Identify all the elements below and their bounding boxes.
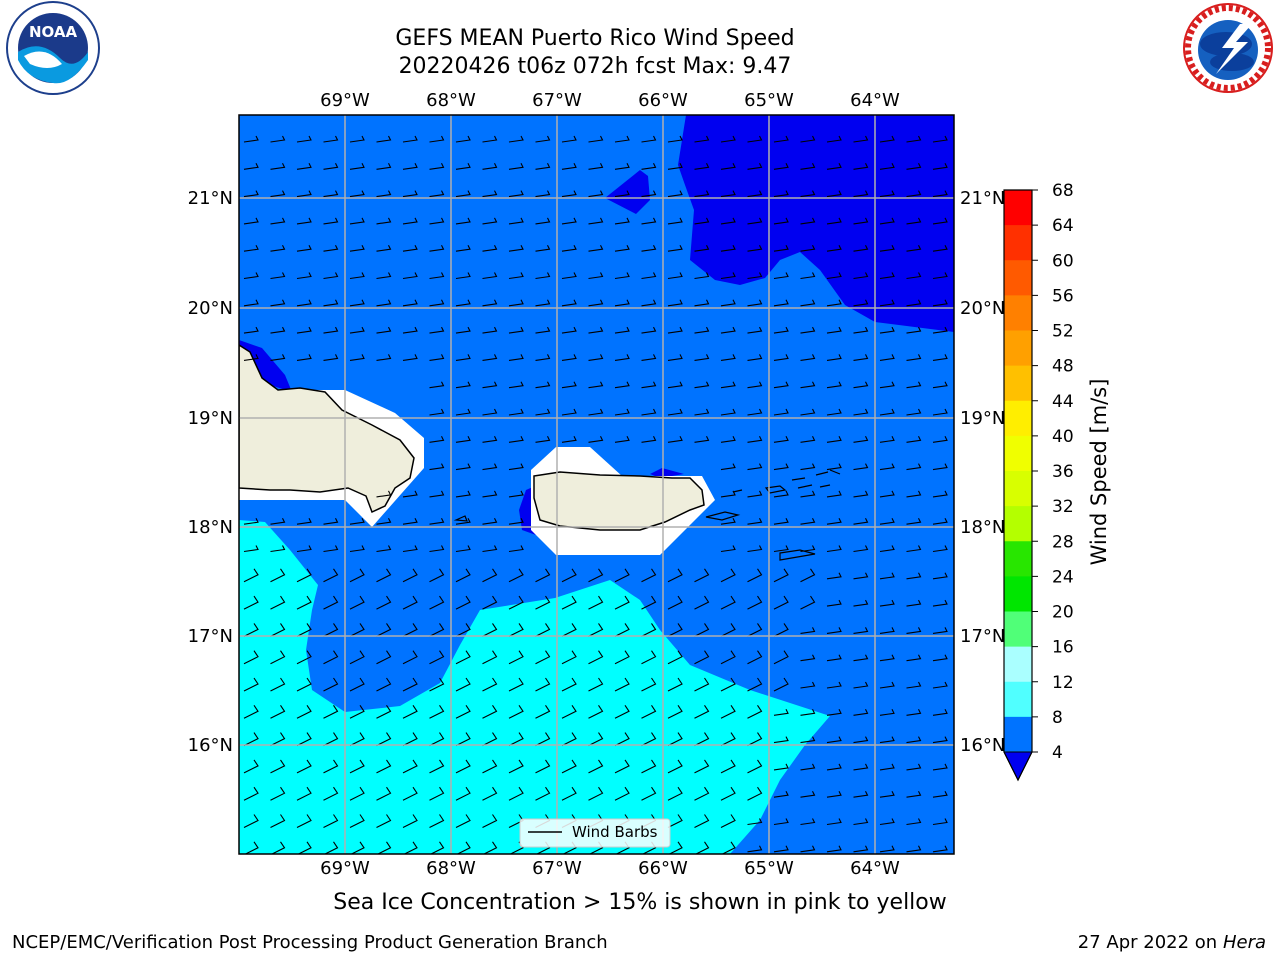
map-subtitle: 20220426 t06z 072h fcst Max: 9.47 [398,54,792,79]
footer-date: 27 Apr 2022 on Hera [1078,932,1266,953]
lon-label: 64°W [850,858,900,879]
lat-labels-right: 21°N 20°N 19°N 18°N 17°N 16°N [960,188,1005,756]
footer-date-text: 27 Apr 2022 on [1077,932,1223,953]
colorbar-band [1004,541,1032,577]
colorbar-band [1004,506,1032,542]
lat-label: 17°N [188,626,233,647]
colorbar-band [1004,716,1032,752]
colorbar-band [1004,365,1032,402]
lat-label: 16°N [188,735,233,756]
noaa-logo: NOAA [6,1,100,95]
colorbar-band [1004,576,1032,612]
colorbar-tick-label: 36 [1052,462,1074,482]
lat-labels-left: 21°N 20°N 19°N 18°N 17°N 16°N [188,188,233,756]
noaa-logo-text: NOAA [29,23,78,41]
lat-label: 20°N [188,298,233,319]
colorbar-extend-triangle [1003,751,1033,782]
lat-label: 18°N [960,517,1005,538]
lon-label: 65°W [744,858,794,879]
map-title: GEFS MEAN Puerto Rico Wind Speed [395,26,795,51]
lon-label: 68°W [426,858,476,879]
sea-ice-caption: Sea Ice Concentration > 15% is shown in … [333,890,947,915]
colorbar-band [1004,435,1032,472]
colorbar-tick-label: 68 [1052,181,1074,201]
lon-label: 67°W [532,858,582,879]
lon-label: 69°W [320,858,370,879]
footer-host: Hera [1222,932,1266,953]
lat-label: 17°N [960,626,1005,647]
lon-label: 66°W [638,90,688,111]
map-legend: Wind Barbs [519,818,671,848]
lon-label: 64°W [850,90,900,111]
lat-label: 21°N [960,188,1005,209]
lon-labels-bottom: 69°W 68°W 67°W 66°W 65°W 64°W [320,858,900,879]
lat-label: 20°N [960,298,1005,319]
colorbar-band [1004,330,1032,367]
lon-labels-top: 69°W 68°W 67°W 66°W 65°W 64°W [320,90,900,111]
colorbar-band [1004,681,1032,718]
land-virgin-islands [453,469,841,561]
map-plot-area: Wind Barbs [239,115,954,854]
lon-label: 66°W [638,858,688,879]
colorbar: 68 64 60 56 52 48 44 40 36 32 28 24 20 16 12 8 4 [1003,181,1074,782]
wind-barb-set [243,135,948,854]
lon-label: 67°W [532,90,582,111]
land-hispaniola [239,344,415,514]
lat-label: 19°N [188,408,233,429]
colorbar-tick-label: 12 [1052,673,1074,693]
colorbar-band [1004,225,1032,261]
colorbar-tick-label: 60 [1052,251,1074,271]
footer-credit: NCEP/EMC/Verification Post Processing Pr… [12,932,608,953]
legend-label: Wind Barbs [572,823,658,841]
lon-label: 68°W [426,90,476,111]
colorbar-tick-label: 8 [1052,708,1063,728]
colorbar-tick-label: 56 [1052,286,1074,306]
lat-label: 19°N [960,408,1005,429]
colorbar-tick-label: 48 [1052,357,1074,377]
colorbar-tick-label: 4 [1052,743,1063,763]
colorbar-band [1004,646,1032,683]
colorbar-tick-label: 64 [1052,216,1074,236]
colorbar-band [1004,295,1032,331]
colorbar-band [1004,260,1032,296]
wind-field-0-4-pr-north [650,468,684,478]
colorbar-band [1004,400,1032,437]
colorbar-tick-label: 52 [1052,322,1074,342]
colorbar-band [1004,190,1032,226]
lat-label: 21°N [188,188,233,209]
map-frame [238,114,955,855]
colorbar-tick-label: 28 [1052,532,1074,552]
colorbar-tick-label: 20 [1052,603,1074,623]
lon-label: 65°W [744,90,794,111]
colorbar-tick-label: 44 [1052,392,1074,412]
lat-label: 16°N [960,735,1005,756]
colorbar-tick-label: 40 [1052,427,1074,447]
graticule [239,115,954,854]
lat-label: 18°N [188,517,233,538]
colorbar-tick-label: 16 [1052,638,1074,658]
wind-field-8-12 [239,520,830,854]
nws-logo [1183,3,1273,93]
colorbar-tick-label: 32 [1052,497,1074,517]
colorbar-label: Wind Speed [m/s] [1087,379,1111,566]
colorbar-tick-label: 24 [1052,567,1074,587]
land-puerto-rico [533,471,705,531]
lon-label: 69°W [320,90,370,111]
colorbar-band [1004,471,1032,507]
colorbar-frame [1003,189,1033,782]
wind-barbs [243,135,948,854]
wind-field-0-4-hispaniola [239,340,292,392]
colorbar-band [1004,611,1032,648]
